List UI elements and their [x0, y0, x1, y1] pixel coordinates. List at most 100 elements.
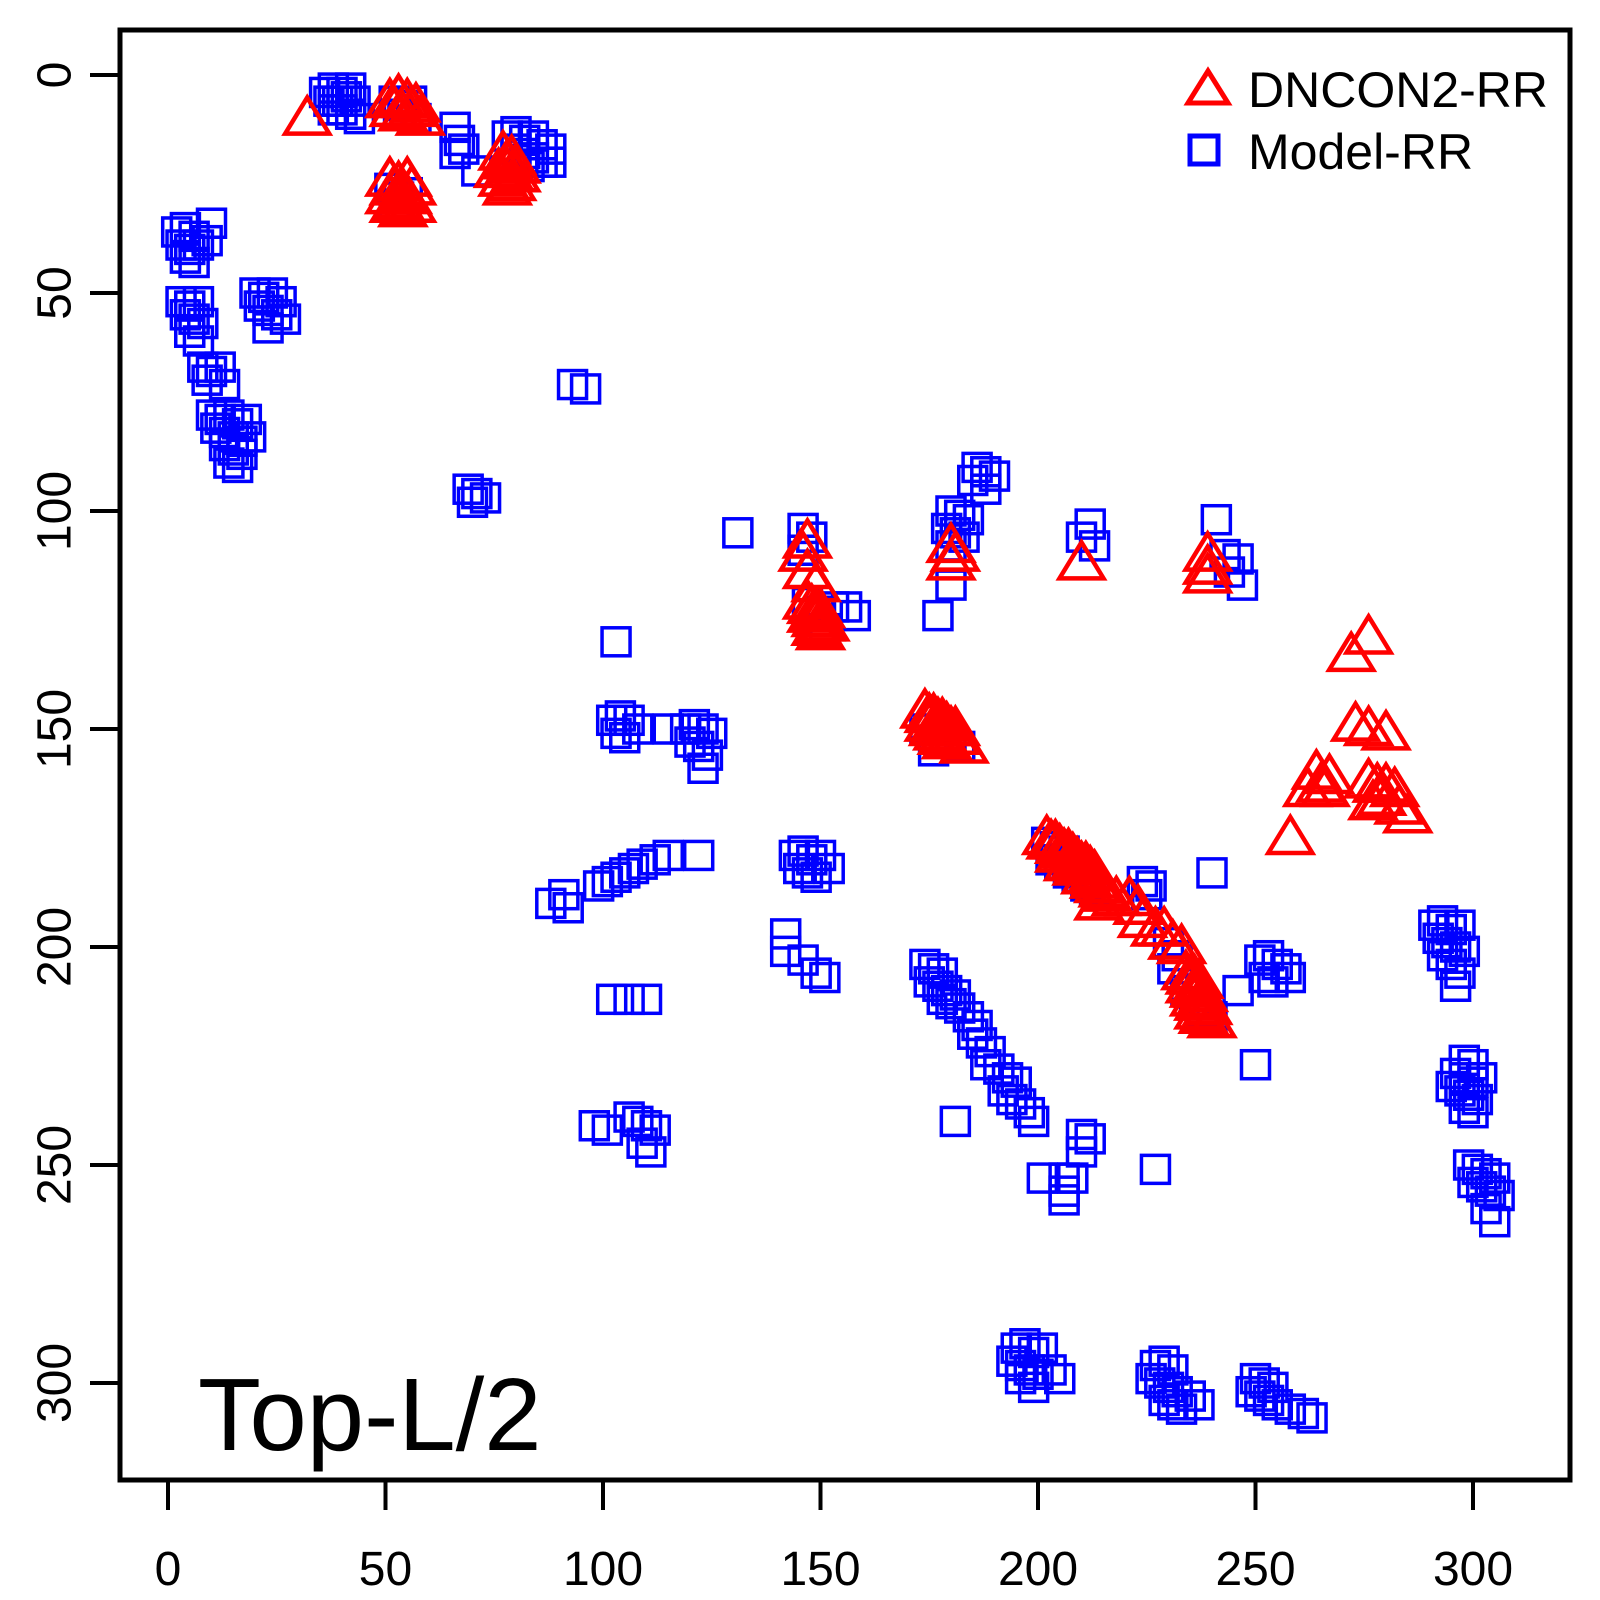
data-point-dncon2-rr — [1368, 764, 1421, 808]
annotation-top-l2: Top-L/2 — [198, 1357, 542, 1472]
data-point-model-rr — [1017, 1105, 1050, 1138]
data-point-dncon2-rr — [1185, 995, 1239, 1039]
data-point-dncon2-rr — [794, 607, 847, 651]
data-point-model-rr — [1065, 1118, 1098, 1151]
data-point-model-rr — [1296, 1402, 1328, 1434]
data-point-model-rr — [208, 368, 241, 401]
data-point-model-rr — [1479, 1205, 1511, 1238]
data-point-model-rr — [1065, 1136, 1098, 1168]
y-axis: 0 50 100 150 200 250 300 — [29, 62, 120, 1423]
data-point-model-rr — [195, 207, 228, 239]
data-point-dncon2-rr — [1072, 878, 1125, 921]
data-point-dncon2-rr — [924, 538, 978, 581]
data-point-dncon2-rr — [1264, 812, 1317, 856]
data-point-model-rr — [269, 303, 302, 335]
data-point-dncon2-rr — [1181, 529, 1234, 572]
data-point-model-rr — [609, 857, 641, 889]
data-point-model-rr — [1174, 1380, 1206, 1412]
data-point-model-rr — [813, 852, 845, 885]
data-point-model-rr — [922, 599, 954, 632]
data-point-model-rr — [1157, 1389, 1189, 1421]
data-point-model-rr — [970, 473, 1002, 505]
data-point-model-rr — [174, 316, 206, 348]
data-point-model-rr — [630, 1110, 663, 1142]
data-point-model-rr — [630, 983, 663, 1016]
data-point-model-rr — [926, 983, 959, 1016]
data-point-dncon2-rr — [281, 93, 334, 136]
data-point-model-rr — [617, 852, 650, 885]
data-point-dncon2-rr — [929, 712, 982, 755]
y-tick-label: 0 — [29, 62, 82, 89]
x-axis: 0 50 100 150 200 250 300 — [155, 1480, 1513, 1596]
data-point-dncon2-rr — [777, 529, 830, 572]
data-point-model-rr — [1248, 961, 1280, 994]
data-point-dncon2-rr — [781, 516, 834, 559]
data-point-model-rr — [334, 98, 367, 130]
data-point-dncon2-rr — [1055, 538, 1108, 581]
data-point-model-rr — [1139, 1153, 1172, 1186]
data-point-model-rr — [682, 730, 715, 763]
data-point-dncon2-rr — [481, 163, 534, 206]
data-point-model-rr — [652, 839, 684, 872]
data-point-model-rr — [1222, 974, 1254, 1007]
data-point-dncon2-rr — [1033, 830, 1086, 873]
data-point-model-rr — [613, 983, 645, 1016]
data-point-model-rr — [800, 957, 832, 989]
data-point-model-rr — [456, 486, 489, 519]
data-point-model-rr — [1244, 1380, 1276, 1412]
data-point-model-rr — [461, 477, 493, 510]
data-point-model-rr — [595, 983, 628, 1016]
data-point-model-rr — [1048, 1184, 1080, 1216]
x-tick-label: 200 — [998, 1543, 1078, 1596]
data-point-model-rr — [182, 325, 215, 357]
data-point-model-rr — [1044, 1362, 1076, 1395]
data-point-dncon2-rr — [1373, 782, 1426, 825]
data-point-dncon2-rr — [1303, 751, 1356, 795]
y-tick-label: 150 — [29, 689, 82, 769]
data-point-model-rr — [678, 708, 711, 741]
data-point-dncon2-rr — [1346, 777, 1399, 821]
legend: DNCON2-RR Model-RR — [1183, 62, 1548, 180]
legend-label-dncon2: DNCON2-RR — [1248, 62, 1548, 118]
data-point-model-rr — [791, 857, 824, 889]
data-point-model-rr — [622, 713, 654, 745]
data-point-model-rr — [769, 935, 802, 968]
data-point-model-rr — [965, 1027, 998, 1059]
legend-label-model: Model-RR — [1248, 124, 1473, 180]
data-point-model-rr — [1474, 1175, 1507, 1207]
data-point-model-rr — [178, 246, 210, 279]
data-point-dncon2-rr — [1329, 699, 1382, 742]
data-point-dncon2-rr — [385, 180, 438, 224]
data-point-model-rr — [787, 512, 819, 545]
x-tick-label: 50 — [359, 1543, 412, 1596]
data-point-model-rr — [600, 717, 632, 750]
data-point-model-rr — [635, 1136, 667, 1168]
data-point-model-rr — [1196, 857, 1228, 889]
data-point-model-rr — [1200, 503, 1233, 536]
x-tick-label: 250 — [1215, 1543, 1295, 1596]
data-point-model-rr — [930, 512, 963, 545]
data-point-dncon2-rr — [1042, 838, 1095, 882]
data-point-dncon2-rr — [1103, 873, 1156, 917]
y-tick-label: 250 — [29, 1125, 82, 1205]
data-point-model-rr — [783, 852, 815, 885]
data-point-model-rr — [1457, 1096, 1489, 1129]
data-point-model-rr — [569, 373, 602, 405]
data-point-model-rr — [221, 451, 254, 484]
data-point-model-rr — [1274, 961, 1307, 994]
x-tick-label: 300 — [1433, 1543, 1513, 1596]
data-point-model-rr — [939, 1105, 972, 1138]
data-point-model-rr — [600, 626, 632, 658]
data-point-model-rr — [1257, 966, 1289, 998]
data-point-dncon2-rr — [1059, 851, 1112, 895]
data-point-dncon2-rr — [938, 721, 991, 764]
x-tick-label: 0 — [155, 1543, 182, 1596]
data-point-dncon2-rr — [385, 84, 438, 128]
data-point-model-rr — [935, 569, 967, 601]
x-tick-label: 100 — [563, 1543, 643, 1596]
data-point-model-rr — [722, 517, 754, 549]
data-point-model-rr — [1239, 1048, 1272, 1081]
data-point-dncon2-rr — [376, 184, 429, 228]
y-tick-label: 300 — [29, 1343, 82, 1423]
